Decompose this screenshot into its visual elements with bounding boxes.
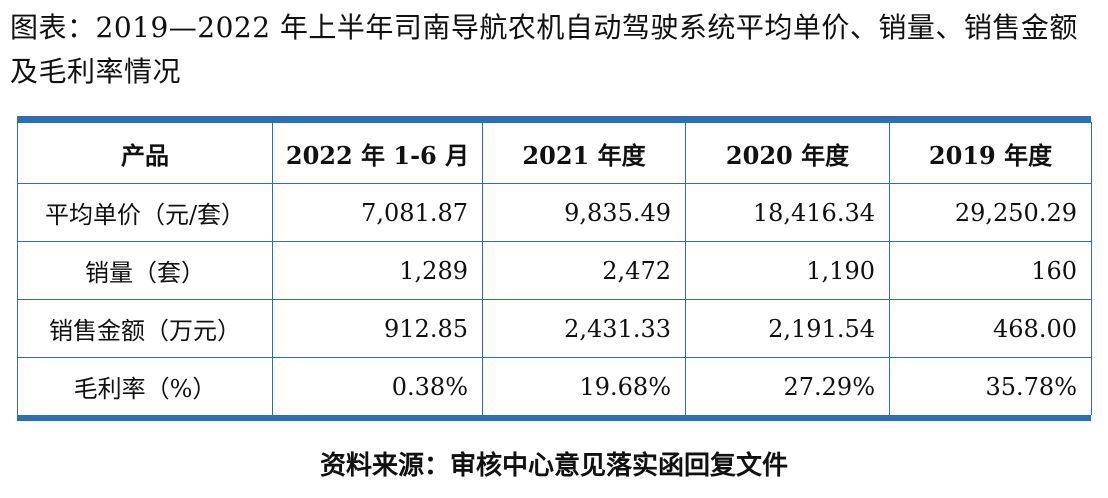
row-label-sales-amount: 销售金额（万元）	[17, 299, 273, 358]
header-2022h1: 2022 年 1-6 月	[272, 122, 483, 184]
table-cell: 35.78%	[889, 357, 1092, 415]
table-cell: 468.00	[889, 299, 1092, 358]
table-row: 销售金额（万元） 912.85 2,431.33 2,191.54 468.00	[17, 299, 1092, 358]
table-cell: 18,416.34	[685, 183, 890, 242]
table-row: 平均单价（元/套） 7,081.87 9,835.49 18,416.34 29…	[17, 183, 1092, 242]
data-table-container: 产品 2022 年 1-6 月 2021 年度 2020 年度 2019 年度 …	[17, 116, 1092, 421]
table-cell: 27.29%	[685, 357, 890, 415]
table-cell: 2,472	[482, 241, 686, 300]
table-cell: 7,081.87	[272, 183, 483, 242]
table-cell: 2,431.33	[482, 299, 686, 358]
header-product: 产品	[17, 122, 273, 184]
header-2019: 2019 年度	[889, 122, 1092, 184]
table-row: 销量（套） 1,289 2,472 1,190 160	[17, 241, 1092, 300]
row-label-gross-margin: 毛利率（%）	[17, 357, 273, 415]
figure-title: 图表：2019—2022 年上半年司南导航农机自动驾驶系统平均单价、销量、销售金…	[10, 11, 1078, 88]
table-cell: 0.38%	[272, 357, 483, 415]
source-note: 资料来源：审核中心意见落实函回复文件	[319, 451, 788, 481]
row-label-avg-price: 平均单价（元/套）	[17, 183, 273, 242]
table-header-row: 产品 2022 年 1-6 月 2021 年度 2020 年度 2019 年度	[17, 122, 1092, 184]
table-cell: 912.85	[272, 299, 483, 358]
row-label-sales-volume: 销量（套）	[17, 241, 273, 300]
table-cell: 9,835.49	[482, 183, 686, 242]
table-cell: 160	[889, 241, 1092, 300]
header-2021: 2021 年度	[482, 122, 686, 184]
data-table: 产品 2022 年 1-6 月 2021 年度 2020 年度 2019 年度 …	[17, 122, 1092, 415]
table-cell: 1,190	[685, 241, 890, 300]
table-cell: 2,191.54	[685, 299, 890, 358]
header-2020: 2020 年度	[685, 122, 890, 184]
table-cell: 29,250.29	[889, 183, 1092, 242]
table-cell: 19.68%	[482, 357, 686, 415]
table-row: 毛利率（%） 0.38% 19.68% 27.29% 35.78%	[17, 357, 1092, 415]
table-cell: 1,289	[272, 241, 483, 300]
